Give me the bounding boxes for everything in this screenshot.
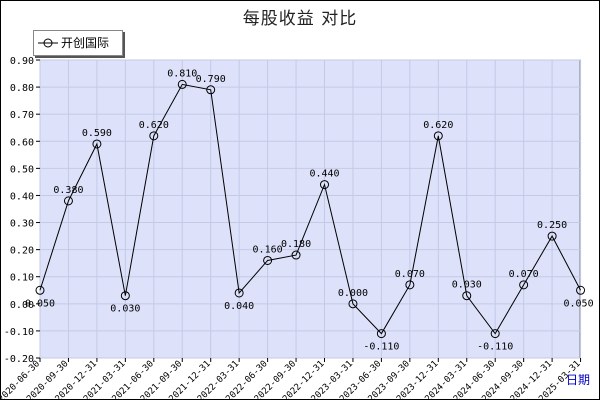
legend-marker-icon [38,38,58,48]
x-axis-label: 日期 [566,373,590,387]
data-label: 0.030 [452,280,482,291]
data-label: -0.110 [363,342,399,353]
data-label: 0.810 [167,68,197,79]
data-point [120,291,130,301]
data-label: 0.070 [395,269,425,280]
plot-area [39,59,581,359]
data-label: 0.620 [139,120,169,131]
data-point [234,288,244,298]
data-point [490,329,500,339]
data-point [405,280,415,290]
legend: 开创国际 [33,30,123,56]
data-point [376,329,386,339]
data-point [291,250,301,260]
data-point [547,231,557,241]
y-tick-label: 0.40 [10,191,34,202]
legend-label: 开创国际 [61,36,110,50]
y-tick-label: 0.10 [10,273,34,284]
data-point [149,131,159,141]
data-label: 0.050 [25,298,55,309]
data-point [35,285,45,295]
data-point [576,285,586,295]
data-label: 0.790 [196,74,226,85]
data-label: 0.070 [509,269,539,280]
data-label: 0.380 [53,185,83,196]
y-tick-label: 0.50 [10,164,34,175]
data-point [433,131,443,141]
y-tick-label: 0.30 [10,219,34,230]
series-line [39,83,581,335]
data-label: 0.620 [423,120,453,131]
data-point [206,85,216,95]
data-label: 0.050 [563,298,593,309]
data-label: 0.590 [82,128,112,139]
y-tick-label: -0.10 [4,327,34,338]
data-label: 0.040 [224,301,254,312]
data-label: 0.030 [110,304,140,315]
data-label: -0.110 [477,342,513,353]
y-tick-label: -0.20 [4,354,34,365]
chart-title: 每股收益 对比 [242,9,358,29]
data-point [348,299,358,309]
data-label: 0.440 [309,169,339,180]
data-label: 0.160 [253,244,283,255]
data-point [320,180,329,190]
data-point [63,196,73,206]
data-point [177,79,187,89]
data-label: 0.250 [537,220,567,231]
data-label: 0.000 [338,288,368,299]
data-label: 0.180 [281,239,311,250]
y-tick-label: 0.60 [10,137,34,148]
data-point [462,291,472,301]
data-point [263,255,273,265]
y-tick-label: 0.70 [10,110,34,121]
y-tick-label: 0.00 [10,300,34,311]
y-tick-label: 0.20 [10,246,34,257]
y-tick-label: 0.90 [10,56,34,67]
y-tick-label: 0.80 [10,83,34,94]
data-point [519,280,529,290]
data-point [92,139,102,149]
